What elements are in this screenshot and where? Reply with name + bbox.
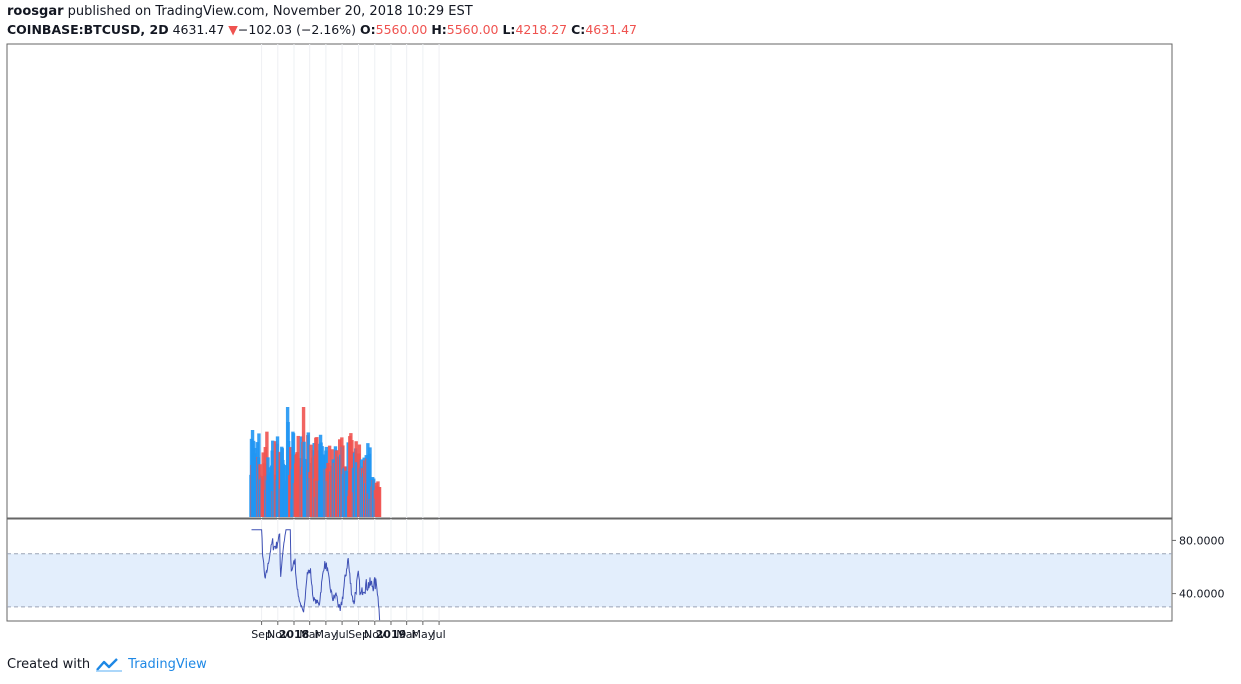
x-tick-label: Nov (267, 628, 289, 641)
symbol-label[interactable]: COINBASE:BTCUSD, 2D (7, 22, 169, 37)
tradingview-link[interactable]: TradingView (96, 657, 207, 672)
close-value: 4631.47 (585, 22, 638, 37)
created-with-label: Created with (7, 657, 91, 672)
x-tick-label: Mar (299, 628, 320, 641)
low-value: 4218.27 (515, 22, 568, 37)
x-tick-label: Mar (396, 628, 417, 641)
x-tick-label: Sep (348, 628, 369, 641)
x-tick-label: 2019 (376, 628, 407, 641)
volume-bar (271, 440, 275, 517)
published-text: published on TradingView.com, November 2… (67, 4, 473, 19)
author-name[interactable]: roosgar (7, 4, 64, 19)
x-tick-label: May (411, 628, 434, 641)
open-label: O: (360, 22, 376, 37)
price-pane[interactable] (6, 43, 1173, 519)
open-value: 5560.00 (375, 22, 428, 37)
x-tick-label: Jul (334, 628, 348, 641)
x-tick-label: 2018 (279, 628, 310, 641)
low-label: L: (502, 22, 516, 37)
footer: Created with TradingView (7, 657, 207, 672)
x-tick-label: Sep (251, 628, 272, 641)
rsi-line (251, 529, 381, 621)
x-tick-label: Jul (431, 628, 445, 641)
change-down-icon: ▼ (228, 22, 238, 37)
rsi-tick-label: 40.0000 (1179, 588, 1225, 601)
publish-info: roosgar published on TradingView.com, No… (7, 3, 473, 20)
last-price: 4631.47 (172, 22, 225, 37)
ohlc-header: COINBASE:BTCUSD, 2D 4631.47 ▼−102.03 (−2… (7, 21, 637, 38)
high-label: H: (431, 22, 447, 37)
rsi-band (8, 553, 1171, 607)
tradingview-logo-icon (96, 657, 123, 672)
volume-bar (377, 487, 382, 517)
high-value: 5560.00 (446, 22, 499, 37)
close-label: C: (571, 22, 586, 37)
brand-name: TradingView (128, 657, 207, 672)
rsi-tick-label: 80.0000 (1179, 534, 1225, 547)
x-tick-label: Nov (364, 628, 386, 641)
price-change: −102.03 (−2.16%) (237, 22, 357, 37)
x-tick-label: May (315, 628, 338, 641)
